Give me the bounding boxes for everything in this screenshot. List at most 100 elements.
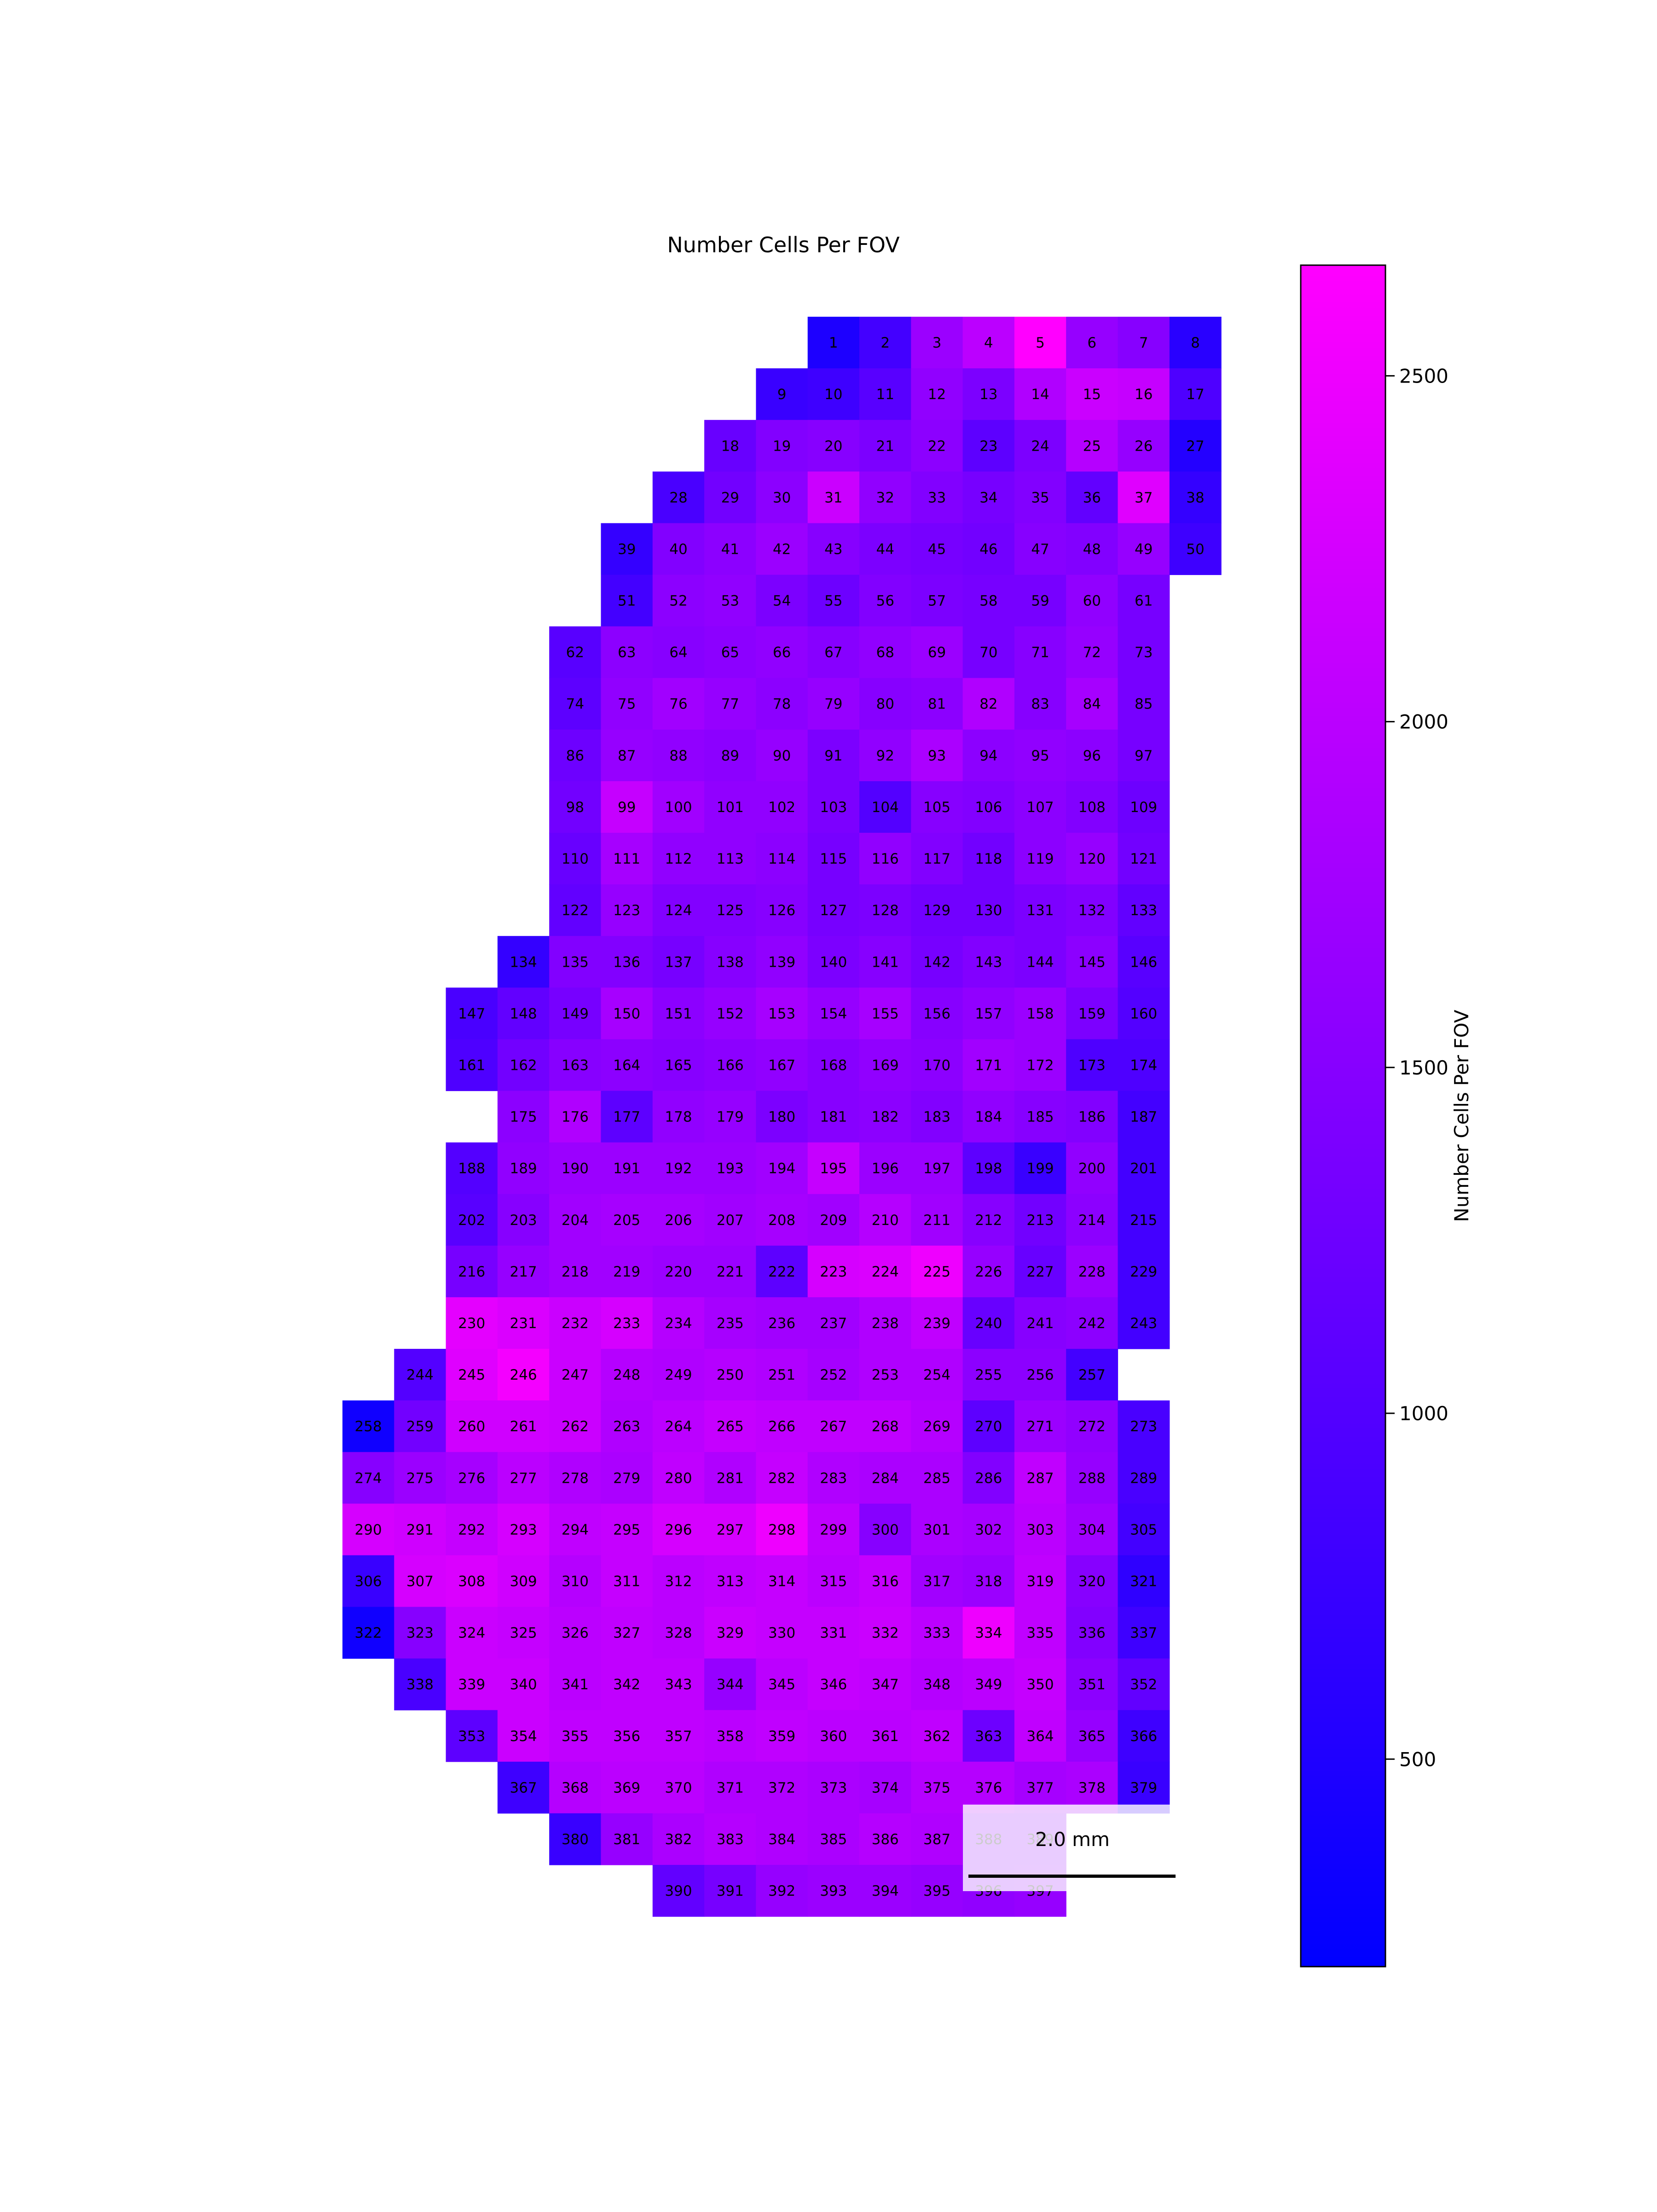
cell-label-128: 128	[872, 902, 899, 919]
cell-label-244: 244	[406, 1367, 434, 1383]
cell-label-77: 77	[721, 696, 739, 713]
heatmap-cell-42	[756, 523, 808, 575]
heatmap-cell-137	[652, 936, 705, 988]
cell-label-318: 318	[975, 1573, 1002, 1590]
heatmap-cell-174	[1118, 1039, 1170, 1091]
heatmap-cell-17	[1169, 368, 1222, 420]
cell-label-138: 138	[717, 954, 744, 970]
heatmap-cell-172	[1014, 1039, 1066, 1091]
heatmap-cell-278	[549, 1452, 602, 1504]
cell-label-189: 189	[510, 1161, 537, 1177]
cell-label-187: 187	[1130, 1109, 1157, 1126]
cell-label-367: 367	[510, 1780, 537, 1796]
cell-label-18: 18	[721, 438, 739, 454]
cell-label-42: 42	[773, 541, 791, 558]
cell-label-153: 153	[768, 1005, 795, 1022]
heatmap-cell-338	[394, 1658, 446, 1711]
cell-label-293: 293	[510, 1521, 537, 1538]
heatmap-cell-151	[652, 987, 705, 1039]
cell-label-371: 371	[717, 1780, 744, 1796]
heatmap-cell-268	[859, 1400, 911, 1452]
heatmap-cell-362	[911, 1710, 963, 1762]
heatmap-cell-45	[911, 523, 963, 575]
cell-label-183: 183	[923, 1109, 950, 1126]
heatmap-cell-49	[1118, 523, 1170, 575]
cell-label-97: 97	[1135, 748, 1153, 764]
cell-label-341: 341	[562, 1677, 589, 1693]
heatmap-cell-367	[497, 1761, 550, 1814]
heatmap-cell-306	[342, 1555, 394, 1608]
cell-label-75: 75	[618, 696, 636, 713]
heatmap-cell-282	[756, 1452, 808, 1504]
cell-label-290: 290	[355, 1521, 382, 1538]
cell-label-349: 349	[975, 1677, 1002, 1693]
cell-label-251: 251	[768, 1367, 795, 1383]
cell-label-319: 319	[1026, 1573, 1054, 1590]
cell-label-131: 131	[1026, 902, 1054, 919]
heatmap-cell-73	[1118, 626, 1170, 679]
cell-label-340: 340	[510, 1677, 537, 1693]
cell-label-393: 393	[820, 1883, 847, 1899]
heatmap-cell-340	[497, 1658, 550, 1711]
heatmap-cell-175	[497, 1091, 550, 1143]
cell-label-55: 55	[824, 593, 842, 610]
heatmap-cell-202	[446, 1194, 498, 1246]
cell-label-382: 382	[665, 1831, 692, 1848]
cell-label-118: 118	[975, 851, 1002, 867]
cell-label-33: 33	[928, 489, 946, 506]
cell-label-344: 344	[717, 1677, 744, 1693]
heatmap-cell-317	[911, 1555, 963, 1608]
heatmap-cell-47	[1014, 523, 1066, 575]
heatmap-cell-74	[549, 678, 602, 730]
heatmap-cell-280	[652, 1452, 705, 1504]
heatmap-cell-147	[446, 987, 498, 1039]
cell-label-310: 310	[562, 1573, 589, 1590]
cell-label-272: 272	[1078, 1418, 1106, 1435]
cell-label-235: 235	[717, 1315, 744, 1332]
heatmap-cell-354	[497, 1710, 550, 1762]
heatmap-cell-126	[756, 884, 808, 936]
cell-label-12: 12	[928, 386, 946, 403]
cell-label-254: 254	[923, 1367, 950, 1383]
cell-label-73: 73	[1135, 644, 1153, 661]
cell-label-385: 385	[820, 1831, 847, 1848]
heatmap-cell-236	[756, 1297, 808, 1349]
heatmap-cell-258	[342, 1400, 394, 1452]
cell-label-68: 68	[876, 644, 894, 661]
cell-label-386: 386	[872, 1831, 899, 1848]
cell-label-114: 114	[768, 851, 795, 867]
heatmap-cell-391	[704, 1865, 756, 1917]
heatmap-cell-200	[1066, 1142, 1118, 1195]
cell-label-261: 261	[510, 1418, 537, 1435]
cell-label-289: 289	[1130, 1470, 1157, 1486]
heatmap-cell-213	[1014, 1194, 1066, 1246]
cell-label-9: 9	[777, 386, 787, 403]
scale-bar-line	[968, 1875, 1176, 1878]
heatmap-cell-72	[1066, 626, 1118, 679]
heatmap-cell-286	[962, 1452, 1015, 1504]
cell-label-285: 285	[923, 1470, 950, 1486]
cell-label-186: 186	[1078, 1109, 1106, 1126]
cell-label-316: 316	[872, 1573, 899, 1590]
heatmap-cell-270	[962, 1400, 1015, 1452]
cell-label-142: 142	[923, 954, 950, 970]
heatmap-cell-115	[807, 833, 860, 885]
heatmap-cell-218	[549, 1245, 602, 1298]
heatmap-cell-276	[446, 1452, 498, 1504]
heatmap-cell-68	[859, 626, 911, 679]
heatmap-cell-107	[1014, 781, 1066, 833]
heatmap-cell-18	[704, 420, 756, 472]
heatmap-cell-3	[911, 317, 963, 369]
cell-label-78: 78	[773, 696, 791, 713]
cell-label-348: 348	[923, 1677, 950, 1693]
heatmap-cell-199	[1014, 1142, 1066, 1195]
heatmap-cell-203	[497, 1194, 550, 1246]
heatmap-cell-179	[704, 1091, 756, 1143]
cell-label-370: 370	[665, 1780, 692, 1796]
heatmap-cell-207	[704, 1194, 756, 1246]
cell-label-270: 270	[975, 1418, 1002, 1435]
heatmap-cell-170	[911, 1039, 963, 1091]
cell-label-201: 201	[1130, 1161, 1157, 1177]
cell-label-87: 87	[618, 748, 636, 764]
heatmap-cell-118	[962, 833, 1015, 885]
